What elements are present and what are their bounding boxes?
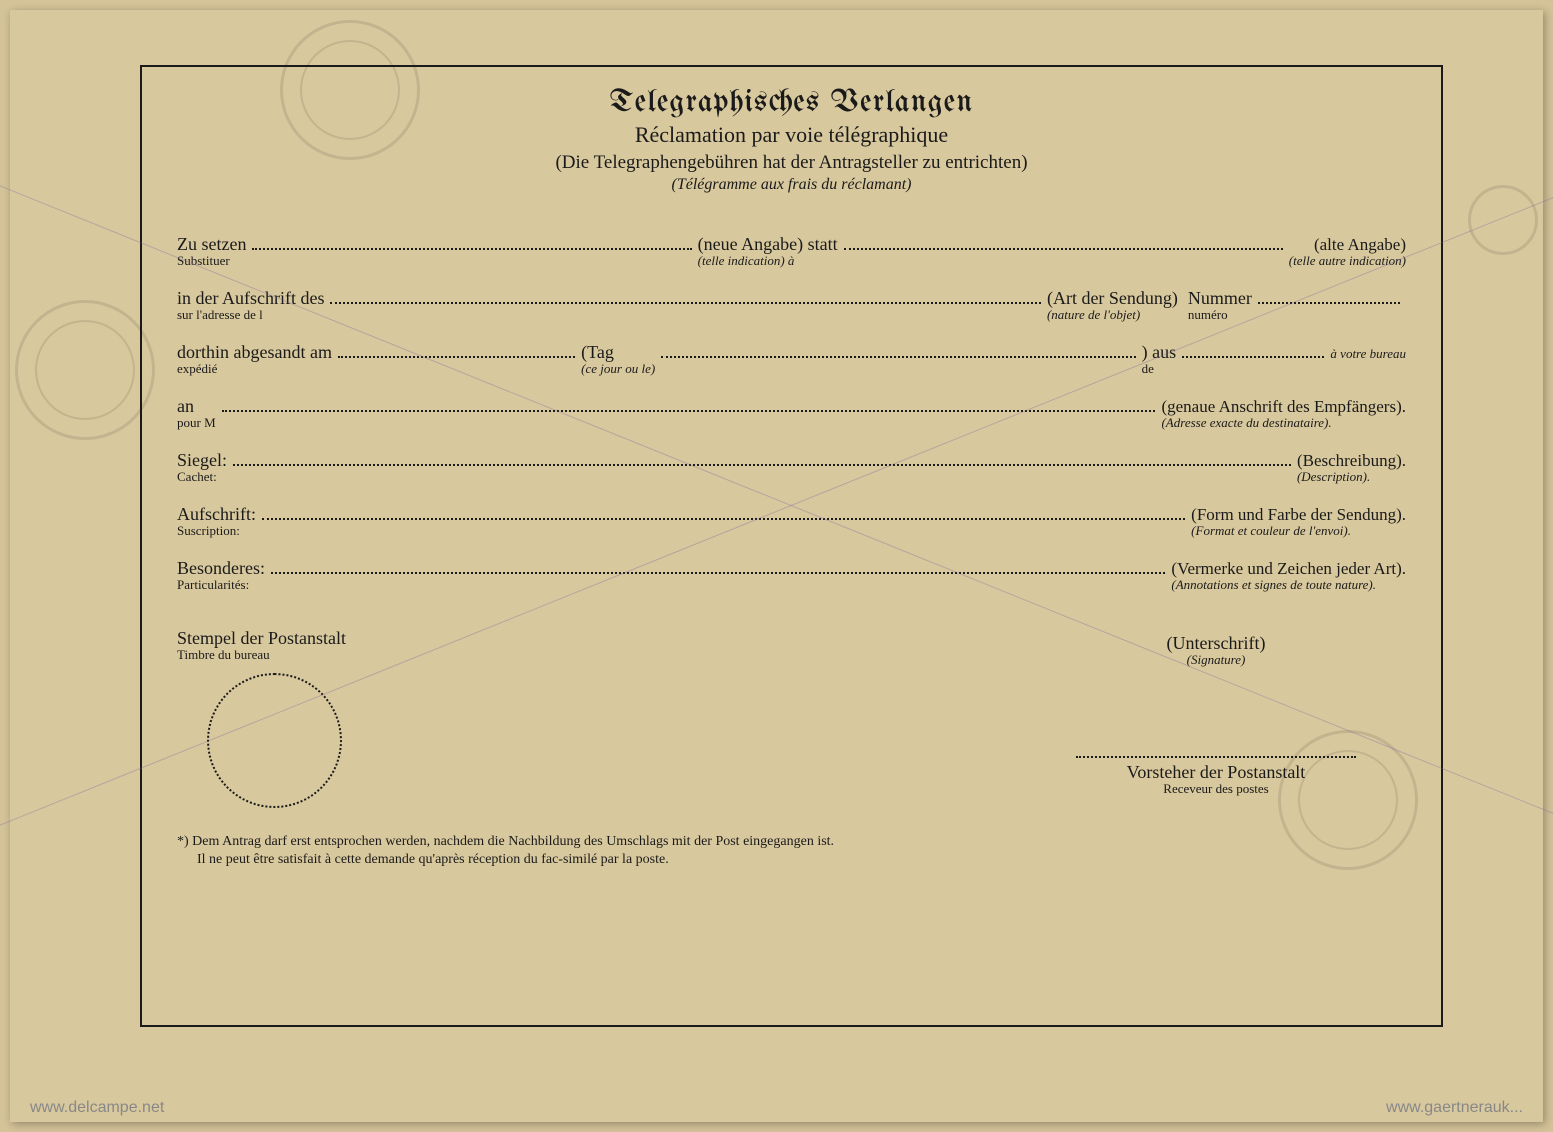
watermark-left: www.delcampe.net — [30, 1099, 164, 1117]
subtitle-german: (Die Telegraphengebühren hat der Antrags… — [177, 152, 1406, 174]
title-german: Telegraphisches Verlangen — [177, 87, 1406, 120]
field-address: in der Aufschrift des sur l'adresse de l… — [177, 288, 1406, 328]
stamp-label-fr: Timbre du bureau — [177, 647, 346, 663]
label-fr: Cachet: — [177, 469, 227, 485]
right-fr: (Description). — [1297, 469, 1406, 485]
bureau-fr: à votre bureau — [1330, 346, 1406, 362]
num-fr: numéro — [1188, 307, 1252, 323]
dotted-line — [844, 236, 1283, 250]
dotted-line — [262, 506, 1185, 520]
dotted-line — [338, 344, 575, 358]
signature-area: Stempel der Postanstalt Timbre du bureau… — [177, 628, 1406, 808]
postmark-right-edge — [1468, 185, 1538, 255]
subtitle-french: (Télégramme aux frais du réclamant) — [177, 176, 1406, 194]
label-de: in der Aufschrift des — [177, 288, 324, 309]
label-de: Zu setzen — [177, 234, 246, 255]
day-de: (Tag — [581, 342, 655, 363]
label-fr: Particularités: — [177, 577, 265, 593]
stamp-label-de: Stempel der Postanstalt — [177, 628, 346, 649]
postmark-left — [15, 300, 155, 440]
signature-right: (Unterschrift) (Signature) Vorsteher der… — [1076, 633, 1356, 797]
watermark-right: www.gaertnerauk... — [1386, 1099, 1523, 1117]
right-fr: (Annotations et signes de toute nature). — [1171, 577, 1406, 593]
field-recipient: an pour M (genaue Anschrift des Empfänge… — [177, 396, 1406, 436]
right-de: (Vermerke und Zeichen jeder Art). — [1171, 559, 1406, 579]
dotted-line — [1182, 344, 1324, 358]
sig-de: (Unterschrift) — [1167, 633, 1266, 654]
dotted-line — [252, 236, 691, 250]
right-de: (Beschreibung). — [1297, 451, 1406, 471]
dotted-line — [271, 560, 1165, 574]
label-fr: Substituer — [177, 253, 246, 269]
field-dispatched: dorthin abgesandt am expédié (Tag (ce jo… — [177, 342, 1406, 382]
dotted-line — [1258, 290, 1400, 304]
dotted-line — [330, 290, 1040, 304]
footnote-de: *) Dem Antrag darf erst entsprochen werd… — [177, 833, 1406, 851]
signature-line — [1076, 728, 1356, 758]
footnote-fr: Il ne peut être satisfait à cette demand… — [197, 851, 1406, 869]
label-de: Aufschrift: — [177, 504, 256, 525]
num-de: Nummer — [1188, 288, 1252, 309]
dotted-line — [222, 398, 1156, 412]
field-seal: Siegel: Cachet: (Beschreibung). (Descrip… — [177, 450, 1406, 490]
mid-fr: (telle indication) à — [698, 253, 838, 269]
label-fr: pour M — [177, 415, 216, 431]
right-fr: (Format et couleur de l'envoi). — [1191, 523, 1406, 539]
header: Telegraphisches Verlangen Réclamation pa… — [177, 87, 1406, 194]
from-fr: de — [1142, 361, 1177, 377]
label-fr: sur l'adresse de l — [177, 307, 324, 323]
right-fr: (Adresse exacte du destinataire). — [1161, 415, 1406, 431]
label-de: Besonderes: — [177, 558, 265, 579]
label-de: an — [177, 396, 216, 417]
mid-fr: (nature de l'objet) — [1047, 307, 1178, 323]
field-special: Besonderes: Particularités: (Vermerke un… — [177, 558, 1406, 598]
label-fr: Suscription: — [177, 523, 256, 539]
right-fr: (telle autre indication) — [1289, 253, 1406, 269]
field-substitute: Zu setzen Substituer (neue Angabe) statt… — [177, 234, 1406, 274]
paper-background: Telegraphisches Verlangen Réclamation pa… — [10, 10, 1543, 1122]
document-frame: Telegraphisches Verlangen Réclamation pa… — [140, 65, 1443, 1027]
right-de: (Form und Farbe der Sendung). — [1191, 505, 1406, 525]
dotted-line — [661, 344, 1135, 358]
mid-de: (Art der Sendung) — [1047, 288, 1178, 309]
stamp-circle — [207, 673, 342, 808]
label-fr: expédié — [177, 361, 332, 377]
head-de: Vorsteher der Postanstalt — [1127, 762, 1306, 783]
head-fr: Receveur des postes — [1163, 781, 1268, 797]
mid-de: (neue Angabe) statt — [698, 234, 838, 255]
title-french: Réclamation par voie télégraphique — [177, 122, 1406, 148]
label-de: Siegel: — [177, 450, 227, 471]
from-de: ) aus — [1142, 342, 1177, 363]
right-de: (alte Angabe) — [1289, 235, 1406, 255]
stamp-area: Stempel der Postanstalt Timbre du bureau — [177, 628, 346, 808]
label-de: dorthin abgesandt am — [177, 342, 332, 363]
right-de: (genaue Anschrift des Empfängers). — [1161, 397, 1406, 417]
sig-fr: (Signature) — [1187, 652, 1246, 668]
field-inscription: Aufschrift: Suscription: (Form und Farbe… — [177, 504, 1406, 544]
dotted-line — [233, 452, 1291, 466]
day-fr: (ce jour ou le) — [581, 361, 655, 377]
footnote: *) Dem Antrag darf erst entsprochen werd… — [177, 833, 1406, 869]
form-body: Zu setzen Substituer (neue Angabe) statt… — [177, 219, 1406, 869]
